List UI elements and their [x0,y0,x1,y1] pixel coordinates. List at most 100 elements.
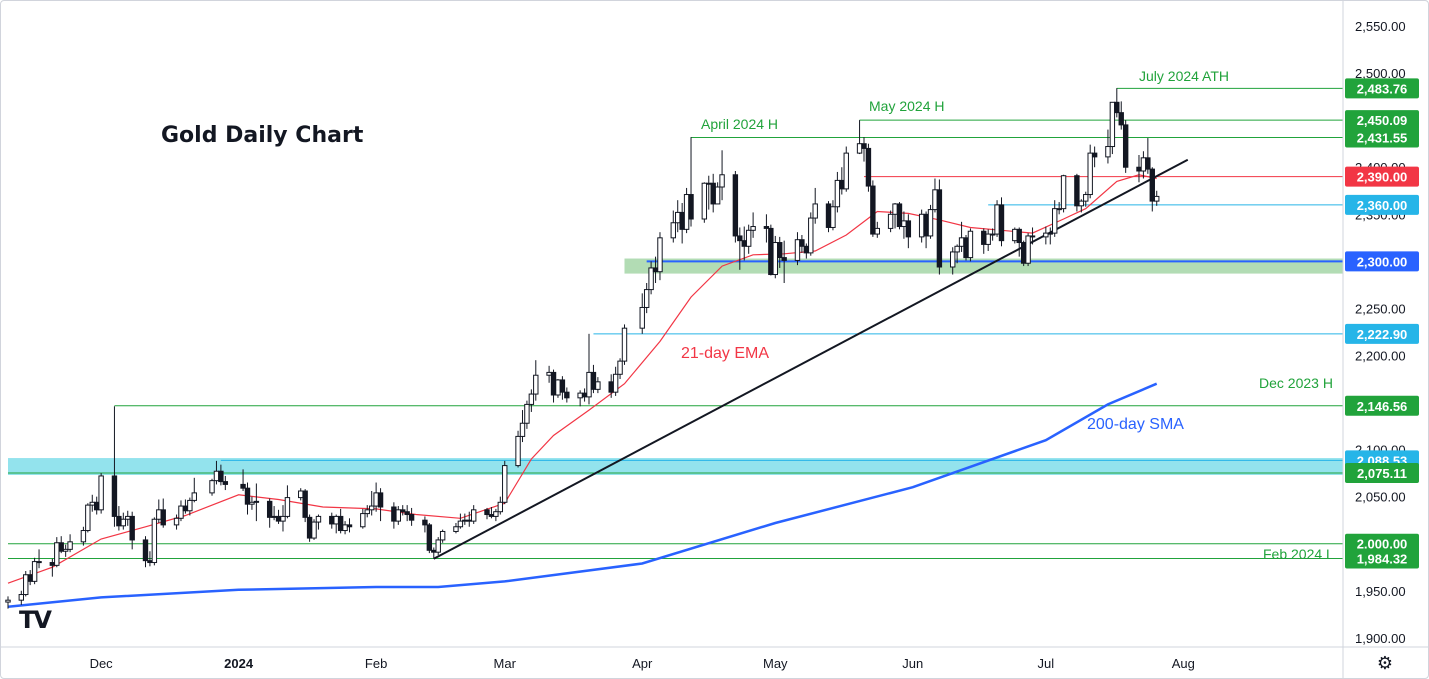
y-tick-label: 1,900.00 [1355,631,1406,646]
candle [160,498,166,528]
ema-label: 21-day EMA [681,345,770,362]
candle [5,596,11,609]
candle [1114,88,1120,118]
candle [874,221,881,238]
candle [360,508,366,529]
candle [271,506,277,521]
candle [497,496,504,515]
sma-label: 200-day SMA [1087,416,1184,433]
price-level-value: 2,450.09 [1357,113,1408,128]
price-level-value: 2,075.11 [1357,466,1407,481]
candle [958,221,965,252]
candle [67,534,73,553]
price-level-value: 2,360.00 [1357,198,1408,213]
candle [94,496,100,515]
candle [918,209,925,243]
candle [400,505,406,516]
candle [364,505,370,518]
july-ath-label: July 2024 ATH [1139,68,1230,84]
price-level-tag: 2,390.00 [1345,166,1419,187]
candle [266,498,273,528]
candle [368,491,375,516]
candle [763,214,770,243]
candle [240,469,246,491]
candle [989,228,996,241]
candle [173,514,180,530]
candle [586,333,592,405]
candle [284,485,291,519]
candle [329,512,335,529]
candle [985,229,991,251]
candle [18,590,25,605]
candle [967,228,974,262]
candle [954,244,960,264]
candle [1020,240,1027,267]
candle [1087,144,1093,199]
candle [1118,101,1124,130]
candle [839,167,845,195]
gear-icon[interactable]: ⚙ [1376,653,1394,673]
candle [781,240,787,283]
y-tick-label: 2,200.00 [1355,348,1406,363]
candle [1016,227,1022,257]
y-tick-label: 2,500.00 [1355,66,1406,81]
candle [439,529,446,543]
candle [688,137,694,227]
candle [333,514,339,534]
candle [533,360,539,401]
candle [1052,200,1058,237]
candle [302,489,308,523]
candle [311,519,317,540]
y-tick-label: 1,950.00 [1355,584,1406,599]
candle [1012,227,1018,244]
candle [462,513,468,525]
candle [346,518,353,533]
price-level-value: 2,000.00 [1357,537,1408,552]
x-tick-label: Mar [494,656,517,671]
candle [178,500,184,522]
candle [519,410,526,443]
candle [1043,226,1049,245]
candle [1056,202,1062,215]
candle [244,482,251,515]
candle [470,505,477,524]
feb-low-label: Feb 2024 L [1263,546,1334,562]
candle [595,377,601,394]
price-level-tag: 2,431.55 [1345,127,1419,148]
candle [187,497,193,516]
candle [1105,129,1111,164]
price-level-tag: 2,075.11 [1345,463,1419,484]
price-level-tag: 2,222.90 [1345,323,1419,344]
candle [524,400,530,429]
candle [142,536,149,568]
candle [253,483,260,522]
candle [927,204,934,239]
x-tick-label: Aug [1172,656,1195,671]
candle [581,388,588,402]
candle [745,224,752,254]
candle [896,202,903,230]
candle [675,200,681,233]
price-level-tag: 2,483.76 [1345,78,1419,99]
candle [994,200,1000,237]
candle [249,496,255,510]
candle [892,203,898,229]
may-high-label: May 2024 H [869,98,945,114]
candle [590,364,597,394]
candle [679,203,685,244]
price-level-tag: 2,146.56 [1345,395,1419,416]
candle [23,571,29,597]
candle [391,502,397,529]
price-level-tag: 2,360.00 [1345,194,1419,215]
price-level-tag: 1,984.32 [1345,548,1419,569]
price-level-tag: 2,300.00 [1345,251,1419,272]
candle [58,536,64,554]
candle [528,389,535,412]
candle [683,187,690,234]
price-level-value: 2,300.00 [1357,254,1408,269]
candle [865,143,872,192]
candle [125,510,131,526]
candle [834,171,841,213]
